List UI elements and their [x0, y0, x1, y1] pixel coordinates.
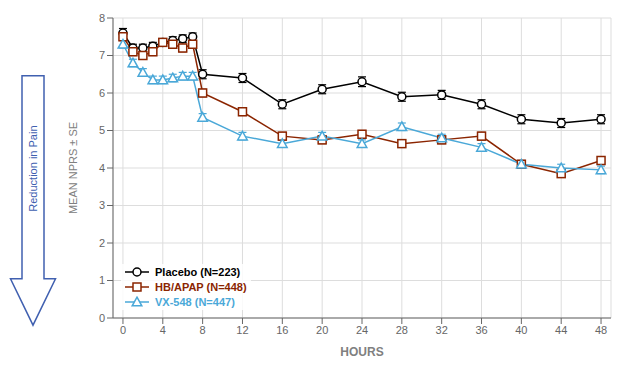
svg-text:20: 20 — [316, 324, 328, 336]
svg-text:8: 8 — [99, 12, 105, 24]
html-text:HB/APAP (N=448): HB/APAP (N=448) — [155, 281, 247, 293]
html-text:Placebo (N=223): Placebo (N=223) — [155, 266, 241, 278]
svg-text:MEAN NPRS ± SE: MEAN NPRS ± SE — [67, 122, 79, 214]
svg-text:7: 7 — [99, 49, 105, 61]
svg-text:2: 2 — [99, 237, 105, 249]
svg-text:0: 0 — [99, 312, 105, 324]
svg-text:32: 32 — [436, 324, 448, 336]
svg-text:Reduction in Pain: Reduction in Pain — [27, 125, 39, 211]
svg-text:HOURS: HOURS — [340, 345, 383, 359]
svg-text:8: 8 — [200, 324, 206, 336]
svg-text:4: 4 — [99, 162, 105, 174]
svg-text:28: 28 — [396, 324, 408, 336]
html-text:VX-548 (N=447): VX-548 (N=447) — [155, 296, 235, 308]
svg-text:12: 12 — [236, 324, 248, 336]
svg-text:0: 0 — [120, 324, 126, 336]
svg-text:5: 5 — [99, 124, 105, 136]
svg-text:3: 3 — [99, 199, 105, 211]
svg-text:36: 36 — [475, 324, 487, 336]
svg-text:40: 40 — [515, 324, 527, 336]
svg-text:16: 16 — [276, 324, 288, 336]
svg-text:48: 48 — [595, 324, 607, 336]
svg-text:4: 4 — [160, 324, 166, 336]
svg-text:24: 24 — [356, 324, 368, 336]
svg-text:6: 6 — [99, 87, 105, 99]
svg-text:1: 1 — [99, 274, 105, 286]
svg-text:44: 44 — [555, 324, 567, 336]
